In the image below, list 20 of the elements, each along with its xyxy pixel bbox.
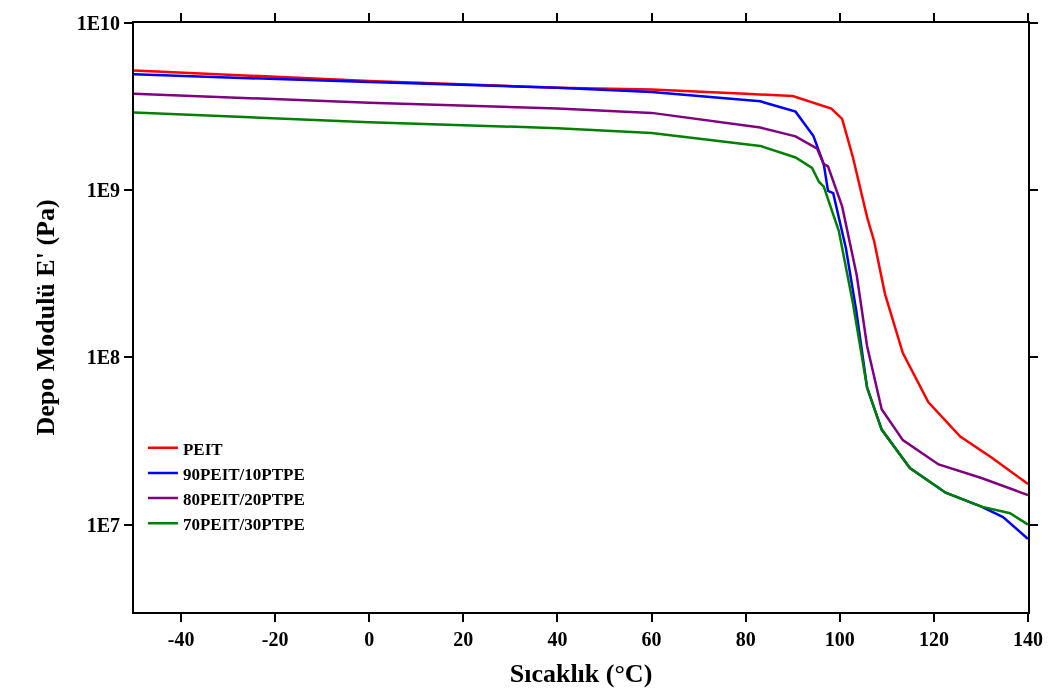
x-tick-label: 120 <box>918 628 949 650</box>
x-tick-label: -20 <box>261 628 289 650</box>
x-tick-label: 140 <box>1013 628 1043 650</box>
x-tick-label: 60 <box>641 628 662 650</box>
y-axis-title: Depo Modulü E' (Pa) <box>30 199 60 436</box>
legend-label: PEIT <box>182 439 224 459</box>
x-tick-label: 80 <box>735 628 756 650</box>
x-tick-label: 20 <box>453 628 474 650</box>
y-tick-label: 1E10 <box>76 12 120 34</box>
x-tick-label: 40 <box>547 628 568 650</box>
y-tick-label: 1E9 <box>86 179 120 202</box>
legend-label: 70PEIT/30PTPE <box>182 514 305 534</box>
x-tick-label: -40 <box>167 628 195 650</box>
x-axis-title: Sıcaklık (°C) <box>509 659 653 689</box>
legend-label: 90PEIT/10PTPE <box>182 464 305 484</box>
y-tick-label: 1E7 <box>86 513 120 536</box>
x-tick-label: 100 <box>824 628 855 650</box>
x-tick-label: 0 <box>364 628 375 650</box>
y-tick-label: 1E8 <box>86 346 120 369</box>
legend-label: 80PEIT/20PTPE <box>182 489 305 509</box>
